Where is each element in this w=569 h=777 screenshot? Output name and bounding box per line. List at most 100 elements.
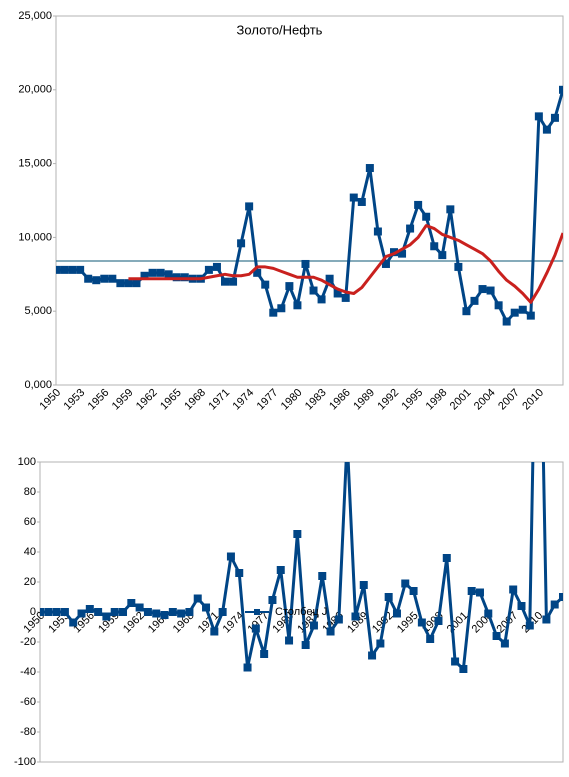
- data-point: [317, 295, 326, 304]
- data-point: [434, 617, 443, 625]
- data-point: [368, 651, 377, 660]
- y-tick-label: 20,000: [18, 84, 52, 96]
- legend-marker: [254, 609, 260, 615]
- data-point: [301, 641, 310, 649]
- x-tick-label: 1983: [303, 387, 329, 413]
- y-tick-label: -80: [20, 726, 36, 738]
- data-point: [148, 268, 157, 277]
- y-tick-label: 60: [24, 516, 36, 528]
- data-point: [384, 593, 393, 601]
- x-tick-label: 1962: [134, 387, 160, 413]
- data-point: [156, 268, 165, 277]
- data-point: [177, 609, 186, 618]
- data-point: [276, 566, 285, 574]
- legend-label: Столбец J: [275, 606, 327, 618]
- x-tick-label: 1953: [62, 387, 88, 413]
- data-point: [417, 618, 426, 627]
- x-tick-label: 2010: [520, 387, 546, 413]
- data-point: [373, 227, 382, 236]
- data-point: [94, 608, 103, 616]
- data-point: [140, 271, 149, 280]
- data-point: [261, 280, 270, 289]
- x-tick-label: 1971: [206, 387, 232, 413]
- data-point: [309, 286, 318, 295]
- data-point: [76, 265, 85, 274]
- data-point: [110, 608, 119, 616]
- data-point: [116, 279, 125, 288]
- y-tick-label: 100: [18, 456, 36, 468]
- x-tick-label: 1980: [279, 387, 305, 413]
- data-point: [309, 621, 318, 630]
- data-point: [229, 277, 238, 286]
- data-point: [218, 608, 227, 616]
- data-point: [132, 279, 141, 288]
- data-point: [119, 608, 128, 616]
- data-point: [40, 608, 44, 616]
- data-point: [301, 259, 310, 268]
- y-tick-label: -100: [14, 756, 36, 768]
- x-tick-label: 1977: [255, 387, 281, 413]
- data-point: [160, 611, 169, 619]
- data-point: [226, 552, 235, 561]
- data-point: [484, 609, 493, 618]
- data-point: [446, 205, 455, 214]
- data-point: [268, 596, 277, 604]
- y-tick-label: 15,000: [18, 158, 52, 170]
- data-point: [77, 609, 86, 618]
- x-tick-label: 1998: [424, 387, 450, 413]
- data-point: [381, 259, 390, 268]
- data-point: [478, 285, 487, 294]
- data-point: [451, 657, 460, 666]
- data-point: [334, 615, 343, 624]
- data-point: [56, 265, 60, 274]
- data-point: [454, 262, 463, 271]
- data-point: [293, 301, 302, 310]
- data-point: [168, 608, 177, 616]
- data-point: [212, 262, 221, 271]
- data-point: [245, 202, 254, 211]
- y-tick-label: 0: [30, 606, 36, 618]
- y-tick-label: 25,000: [18, 10, 52, 22]
- data-point: [277, 304, 286, 313]
- data-point: [542, 615, 551, 624]
- x-tick-label: 1974: [231, 387, 257, 413]
- y-tick-label: 5,000: [24, 305, 52, 317]
- data-point: [202, 603, 211, 612]
- data-point: [414, 200, 423, 209]
- data-point: [426, 635, 435, 643]
- data-point: [92, 276, 101, 285]
- data-point: [430, 242, 439, 251]
- data-point: [253, 268, 262, 277]
- y-tick-label: 0,000: [24, 379, 52, 391]
- data-point: [526, 311, 535, 320]
- x-tick-label: 1989: [351, 387, 377, 413]
- data-point: [467, 587, 476, 595]
- data-point: [486, 286, 495, 295]
- data-point: [127, 599, 136, 607]
- data-point: [100, 274, 109, 283]
- y-tick-label: 40: [24, 546, 36, 558]
- data-point: [349, 193, 358, 202]
- chart-title: Золото/Нефть: [237, 22, 323, 37]
- y-tick-label: -60: [20, 696, 36, 708]
- data-point: [193, 594, 202, 603]
- data-point: [475, 588, 484, 597]
- data-point: [124, 279, 133, 288]
- data-point: [542, 125, 551, 134]
- data-point: [500, 639, 509, 648]
- data-point: [235, 569, 244, 577]
- data-point: [210, 627, 219, 636]
- data-point: [285, 282, 294, 291]
- data-point: [135, 603, 144, 612]
- data-point: [204, 265, 213, 274]
- data-point: [52, 608, 61, 616]
- data-point: [60, 608, 69, 616]
- data-point: [269, 308, 278, 317]
- data-point: [44, 608, 53, 616]
- data-point: [102, 612, 111, 621]
- data-point: [398, 249, 407, 258]
- data-point: [525, 621, 534, 630]
- data-point: [325, 274, 334, 283]
- data-point: [326, 627, 335, 636]
